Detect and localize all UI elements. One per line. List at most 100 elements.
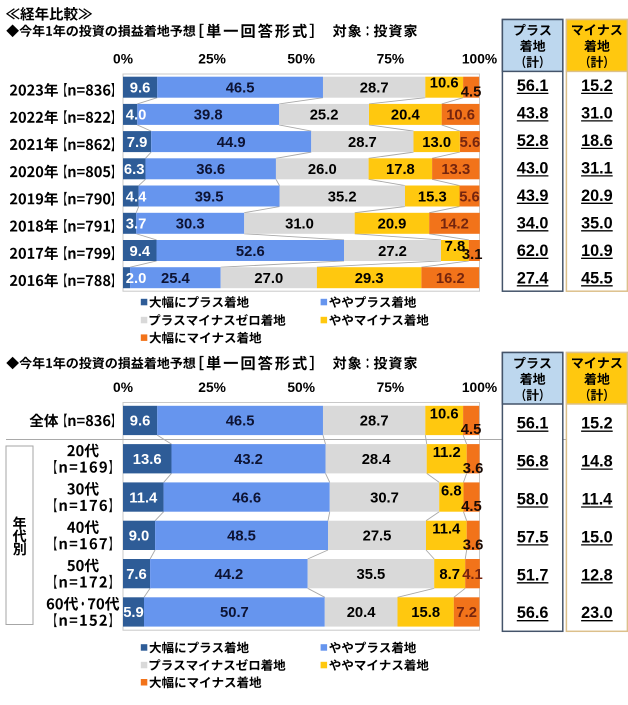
svg-text:27.5: 27.5 <box>363 529 392 545</box>
svg-text:20.4: 20.4 <box>347 605 377 621</box>
svg-text:43.8: 43.8 <box>517 104 549 122</box>
svg-text:9.0: 9.0 <box>129 529 150 545</box>
svg-text:12.8: 12.8 <box>581 566 613 584</box>
svg-text:13.3: 13.3 <box>441 162 470 178</box>
svg-text:20.4: 20.4 <box>391 108 421 124</box>
svg-text:7.6: 7.6 <box>126 567 147 583</box>
svg-text:4.5: 4.5 <box>461 499 482 515</box>
svg-text:3.6: 3.6 <box>463 461 484 477</box>
svg-text:46.5: 46.5 <box>226 414 255 430</box>
svg-text:75%: 75% <box>377 52 405 67</box>
svg-text:16.2: 16.2 <box>436 271 465 287</box>
svg-text:10.6: 10.6 <box>430 75 459 91</box>
svg-text:56.1: 56.1 <box>517 77 549 95</box>
svg-text:10.6: 10.6 <box>446 108 475 124</box>
svg-text:20.9: 20.9 <box>378 217 407 233</box>
svg-text:56.8: 56.8 <box>517 453 549 471</box>
svg-text:28.4: 28.4 <box>362 452 392 468</box>
svg-text:44.9: 44.9 <box>217 135 246 151</box>
svg-text:9.6: 9.6 <box>130 81 151 97</box>
svg-text:58.0: 58.0 <box>517 491 549 509</box>
svg-text:15.3: 15.3 <box>418 189 447 205</box>
svg-text:28.7: 28.7 <box>360 414 389 430</box>
svg-text:20.9: 20.9 <box>581 187 613 205</box>
svg-text:30.7: 30.7 <box>370 490 399 506</box>
svg-text:100%: 100% <box>462 380 497 395</box>
svg-text:26.0: 26.0 <box>308 162 337 178</box>
svg-text:30.3: 30.3 <box>176 217 205 233</box>
svg-text:14.8: 14.8 <box>581 453 613 471</box>
svg-text:46.6: 46.6 <box>232 490 261 506</box>
svg-text:10.9: 10.9 <box>581 242 613 260</box>
svg-text:3.6: 3.6 <box>463 537 484 553</box>
svg-text:17.8: 17.8 <box>386 162 415 178</box>
svg-text:39.5: 39.5 <box>195 189 224 205</box>
svg-text:0%: 0% <box>113 380 133 395</box>
svg-text:46.5: 46.5 <box>226 81 255 97</box>
svg-text:4.0: 4.0 <box>126 108 147 124</box>
svg-text:75%: 75% <box>377 380 405 395</box>
svg-text:43.9: 43.9 <box>517 187 549 205</box>
svg-text:15.8: 15.8 <box>411 605 440 621</box>
svg-text:8.7: 8.7 <box>439 567 460 583</box>
svg-text:35.0: 35.0 <box>581 214 613 232</box>
svg-text:14.2: 14.2 <box>440 217 469 233</box>
svg-text:4.5: 4.5 <box>461 422 482 438</box>
svg-text:13.0: 13.0 <box>422 135 451 151</box>
svg-text:45.5: 45.5 <box>581 269 613 287</box>
svg-text:52.6: 52.6 <box>236 244 265 260</box>
svg-text:3.1: 3.1 <box>462 247 483 263</box>
svg-text:6.3: 6.3 <box>124 162 145 178</box>
svg-text:51.7: 51.7 <box>517 566 549 584</box>
svg-text:4.4: 4.4 <box>126 189 147 205</box>
svg-text:56.6: 56.6 <box>517 604 549 622</box>
svg-text:25%: 25% <box>198 52 226 67</box>
svg-text:25%: 25% <box>198 380 226 395</box>
svg-text:11.4: 11.4 <box>129 490 158 506</box>
svg-text:10.6: 10.6 <box>430 406 459 422</box>
svg-text:28.7: 28.7 <box>348 135 377 151</box>
svg-text:39.8: 39.8 <box>194 108 223 124</box>
svg-text:27.2: 27.2 <box>378 244 407 260</box>
svg-text:44.2: 44.2 <box>214 567 243 583</box>
svg-text:29.3: 29.3 <box>355 271 384 287</box>
svg-text:36.6: 36.6 <box>196 162 225 178</box>
svg-text:48.5: 48.5 <box>227 529 256 545</box>
svg-text:7.9: 7.9 <box>127 135 148 151</box>
svg-text:50%: 50% <box>287 380 315 395</box>
svg-text:15.2: 15.2 <box>581 415 613 433</box>
svg-text:3.7: 3.7 <box>126 217 147 233</box>
svg-text:27.0: 27.0 <box>254 271 283 287</box>
svg-text:7.8: 7.8 <box>445 239 466 255</box>
svg-text:11.4: 11.4 <box>432 522 461 538</box>
svg-text:35.2: 35.2 <box>328 189 357 205</box>
svg-text:31.1: 31.1 <box>581 159 613 177</box>
svg-text:15.2: 15.2 <box>581 77 613 95</box>
svg-text:9.6: 9.6 <box>130 414 151 430</box>
svg-text:18.6: 18.6 <box>581 132 613 150</box>
svg-text:43.2: 43.2 <box>234 452 263 468</box>
svg-text:34.0: 34.0 <box>517 214 549 232</box>
svg-text:43.0: 43.0 <box>517 159 549 177</box>
svg-text:25.4: 25.4 <box>161 271 191 287</box>
svg-text:5.9: 5.9 <box>123 605 144 621</box>
svg-text:5.6: 5.6 <box>459 189 480 205</box>
svg-text:50.7: 50.7 <box>220 605 249 621</box>
svg-text:6.8: 6.8 <box>441 483 462 499</box>
svg-text:62.0: 62.0 <box>517 242 549 260</box>
svg-text:5.6: 5.6 <box>460 135 481 151</box>
svg-text:0%: 0% <box>113 52 133 67</box>
svg-text:15.0: 15.0 <box>581 528 613 546</box>
svg-text:100%: 100% <box>462 52 497 67</box>
svg-text:27.4: 27.4 <box>517 269 549 287</box>
svg-text:31.0: 31.0 <box>581 104 613 122</box>
svg-text:31.0: 31.0 <box>285 217 314 233</box>
svg-text:52.8: 52.8 <box>517 132 549 150</box>
svg-text:35.5: 35.5 <box>356 567 385 583</box>
svg-text:56.1: 56.1 <box>517 415 549 433</box>
svg-text:9.4: 9.4 <box>130 244 151 260</box>
svg-text:13.6: 13.6 <box>133 452 162 468</box>
svg-text:11.2: 11.2 <box>433 445 461 461</box>
svg-text:4.5: 4.5 <box>461 84 482 100</box>
svg-text:4.1: 4.1 <box>462 567 483 583</box>
